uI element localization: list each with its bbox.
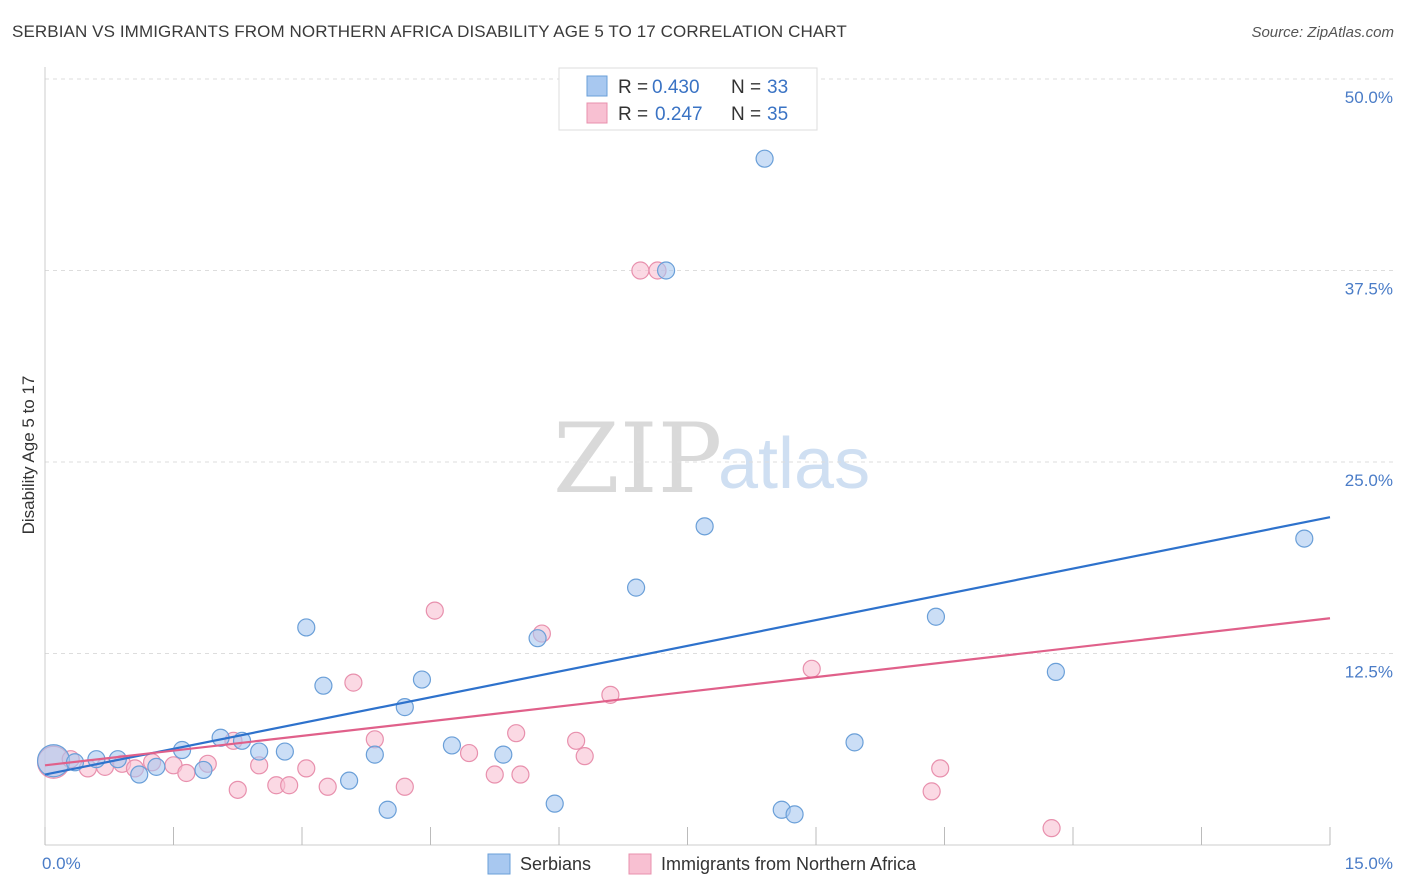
legend-swatch-immigrants	[628, 853, 652, 875]
immigrants-point	[344, 673, 363, 692]
immigrants-point	[365, 730, 384, 749]
y-tick-label: 12.5%	[1345, 663, 1393, 682]
x-tick-label: 0.0%	[42, 854, 81, 873]
serbians-point	[412, 670, 432, 689]
serbians-point	[365, 745, 384, 764]
immigrants-point	[318, 777, 337, 796]
stats-n-label-immigrants: N =	[731, 104, 761, 125]
stats-n-value-immigrants: 35	[767, 104, 788, 125]
serbians-point	[926, 607, 946, 626]
watermark-zip: ZIP	[553, 403, 722, 515]
serbians-point	[755, 149, 774, 168]
serbians-point	[297, 618, 316, 637]
serbians-point	[275, 742, 294, 761]
y-tick-label: 50.0%	[1345, 88, 1393, 107]
immigrants-point	[228, 780, 247, 799]
immigrants-point	[922, 782, 941, 801]
immigrants-point	[507, 724, 526, 743]
serbians-point	[314, 676, 333, 695]
serbians-point	[1046, 662, 1065, 681]
stats-legend: R = 0.430 N = 33 R = 0.247 N = 35	[558, 67, 818, 131]
y-tick-label: 25.0%	[1345, 471, 1393, 490]
serbians-point	[528, 629, 547, 648]
stats-r-label-serbians: R =	[618, 77, 648, 98]
stats-n-label-serbians: N =	[731, 77, 761, 98]
immigrants-point	[485, 765, 504, 784]
serbians-point	[130, 765, 149, 784]
trend-lines	[44, 516, 1331, 776]
serbians-point	[250, 742, 269, 761]
legend-label-serbians: Serbians	[520, 854, 591, 874]
stats-legend-swatch-immigrants	[586, 102, 608, 124]
immigrants-point	[931, 759, 950, 778]
serbians-point	[442, 736, 462, 755]
serbians-point	[494, 745, 513, 764]
immigrants-point	[425, 601, 444, 620]
legend-swatch-serbians	[487, 853, 511, 875]
watermark-atlas: atlas	[718, 424, 870, 504]
immigrants-point	[280, 776, 299, 795]
grid-lines	[45, 78, 1393, 654]
stats-legend-swatch-serbians	[586, 75, 608, 97]
stats-r-value-serbians: 0.430	[652, 77, 700, 98]
immigrants-point	[631, 261, 650, 280]
y-tick-label: 37.5%	[1345, 280, 1393, 299]
serbians-point	[626, 578, 646, 597]
stats-r-value-immigrants: 0.247	[655, 104, 703, 125]
serbians-point	[147, 757, 166, 776]
chart-title: SERBIAN VS IMMIGRANTS FROM NORTHERN AFRI…	[12, 22, 847, 41]
immigrants-point	[511, 765, 530, 784]
immigrants-point	[575, 747, 594, 766]
serbians-point	[695, 517, 714, 536]
y-tick-labels: 12.5% 25.0% 37.5% 50.0%	[1345, 88, 1393, 682]
series-legend: Serbians Immigrants from Northern Africa	[487, 853, 917, 875]
serbians-point	[785, 805, 804, 824]
serbians-trend-line	[44, 516, 1331, 776]
immigrants-point	[1042, 819, 1061, 838]
y-axis-label: Disability Age 5 to 17	[19, 376, 38, 535]
immigrants-point	[567, 731, 586, 750]
serbians-point	[378, 800, 397, 819]
serbians-point	[194, 760, 213, 780]
immigrants-point	[802, 659, 821, 678]
axes	[44, 67, 1331, 846]
immigrants-point	[395, 777, 414, 796]
immigrants-point	[177, 763, 196, 783]
serbians-point	[340, 771, 359, 790]
serbians-point	[656, 261, 676, 280]
source-label: Source: ZipAtlas.com	[1251, 24, 1394, 41]
x-tick-label: 15.0%	[1345, 854, 1393, 873]
x-tick-labels: 0.0% 15.0%	[42, 854, 1393, 873]
serbians-point	[1295, 529, 1314, 548]
stats-r-label-immigrants: R =	[618, 104, 648, 125]
legend-label-immigrants: Immigrants from Northern Africa	[661, 854, 917, 874]
serbians-point	[545, 794, 564, 813]
immigrants-point	[297, 759, 316, 778]
immigrants-trend-line	[44, 617, 1331, 767]
stats-n-value-serbians: 33	[767, 77, 788, 98]
serbians-point	[845, 733, 864, 752]
immigrants-point	[459, 743, 479, 763]
